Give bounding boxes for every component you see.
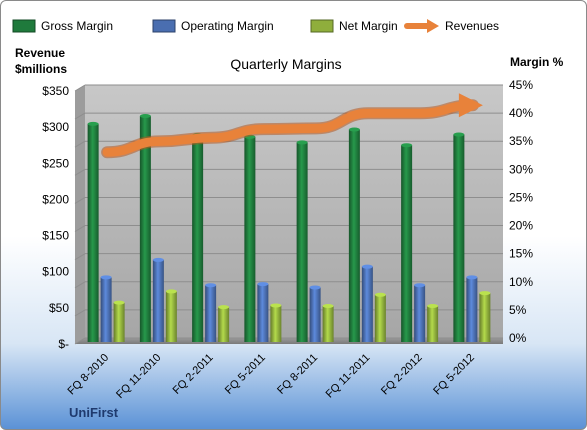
right-tick-label: 45% bbox=[509, 78, 533, 92]
x-tick-label: FQ 5-2012 bbox=[431, 352, 477, 398]
bar-operating-margin bbox=[414, 283, 426, 342]
bar-operating-margin bbox=[152, 257, 164, 342]
gridline-side bbox=[74, 197, 86, 204]
brand-label: UniFirst bbox=[69, 405, 119, 420]
bar-gross-margin bbox=[139, 113, 151, 342]
x-tick-label: FQ 8-2011 bbox=[275, 352, 320, 397]
left-axis-title-line2: $millions bbox=[15, 62, 67, 76]
left-axis-title-line1: Revenue bbox=[15, 46, 65, 60]
gridline-side bbox=[74, 168, 86, 176]
right-tick-label: 5% bbox=[509, 303, 527, 317]
bar-gross-margin bbox=[244, 134, 256, 342]
right-tick-label: 30% bbox=[509, 162, 533, 176]
left-tick-label: $250 bbox=[42, 156, 69, 170]
left-tick-label: $100 bbox=[42, 265, 69, 279]
chart-title: Quarterly Margins bbox=[230, 56, 341, 72]
left-tick-label: $150 bbox=[42, 229, 69, 243]
bar-gross-margin bbox=[87, 121, 99, 342]
gridline-side bbox=[74, 225, 86, 232]
x-tick-label: FQ 11-2011 bbox=[324, 352, 373, 401]
right-axis: 0% 5% 10% 15% 20% 25% 30% 35% 40% 45% bbox=[509, 78, 533, 345]
bar-net-margin bbox=[374, 292, 386, 342]
bar-gross-margin bbox=[453, 132, 465, 342]
legend-item-net-margin: Net Margin bbox=[310, 19, 398, 33]
gridline-side bbox=[74, 309, 86, 317]
bar-net-margin bbox=[113, 300, 125, 342]
gridline-side bbox=[74, 281, 86, 289]
left-axis: $- $50 $100 $150 $200 $250 $300 $350 bbox=[42, 84, 69, 351]
right-tick-label: 40% bbox=[509, 106, 533, 120]
svg-text:Net Margin: Net Margin bbox=[339, 19, 398, 33]
bar-net-margin bbox=[218, 305, 230, 342]
revenues-line bbox=[101, 93, 483, 159]
legend-item-revenues: Revenues bbox=[404, 19, 499, 33]
bar-operating-margin bbox=[205, 283, 217, 342]
right-tick-label: 35% bbox=[509, 134, 533, 148]
legend-item-gross-margin: Gross Margin bbox=[12, 19, 113, 33]
bar-operating-margin bbox=[361, 264, 373, 342]
revenues-arrowhead bbox=[458, 93, 483, 118]
x-tick-label: FQ 2-2011 bbox=[171, 352, 216, 397]
bar-operating-margin bbox=[309, 285, 321, 342]
bar-gross-margin bbox=[296, 140, 308, 342]
x-tick-label: FQ 11-2010 bbox=[114, 352, 163, 401]
right-tick-label: 10% bbox=[509, 275, 533, 289]
x-tick-label: FQ 5-2011 bbox=[223, 352, 268, 397]
bar-net-margin bbox=[270, 303, 282, 342]
right-tick-label: 0% bbox=[509, 331, 527, 345]
x-axis: FQ 8-2010 FQ 11-2010 FQ 2-2011 FQ 5-2011 FQ … bbox=[66, 352, 477, 401]
left-tick-label: $300 bbox=[42, 120, 69, 134]
bar-operating-margin bbox=[466, 275, 478, 342]
gridline-side bbox=[74, 84, 86, 92]
plot-side-wall bbox=[75, 85, 85, 344]
right-tick-label: 20% bbox=[509, 219, 533, 233]
plot-floor bbox=[75, 338, 503, 344]
svg-text:Revenues: Revenues bbox=[445, 19, 499, 33]
right-tick-label: 25% bbox=[509, 190, 533, 204]
bar-net-margin bbox=[322, 304, 334, 342]
x-tick-label: FQ 8-2010 bbox=[66, 352, 112, 398]
gridline-side bbox=[74, 112, 86, 120]
left-tick-label: $200 bbox=[42, 192, 69, 206]
bar-operating-margin bbox=[100, 275, 112, 342]
right-tick-label: 15% bbox=[509, 247, 533, 261]
chart-legend: Gross Margin Operating Margin Net Margin Re… bbox=[12, 19, 499, 33]
gridline-side bbox=[74, 253, 86, 261]
left-tick-label: $350 bbox=[42, 84, 69, 98]
right-axis-title: Margin % bbox=[510, 55, 564, 69]
left-tick-label: $50 bbox=[49, 301, 69, 315]
gridline-side bbox=[74, 337, 86, 345]
gridline-side bbox=[74, 140, 86, 148]
bar-gross-margin bbox=[348, 127, 360, 342]
bar-operating-margin bbox=[257, 282, 269, 342]
svg-text:Operating Margin: Operating Margin bbox=[181, 19, 274, 33]
plot-area bbox=[74, 84, 503, 345]
bar-net-margin bbox=[479, 291, 491, 342]
bar-gross-margin bbox=[192, 133, 204, 342]
legend-item-operating-margin: Operating Margin bbox=[152, 19, 274, 33]
bar-gross-margin bbox=[401, 143, 413, 342]
x-tick-label: FQ 2-2012 bbox=[379, 352, 425, 398]
svg-text:Gross Margin: Gross Margin bbox=[41, 19, 113, 33]
bar-net-margin bbox=[165, 289, 177, 342]
bar-net-margin bbox=[427, 304, 439, 342]
left-tick-label: $- bbox=[58, 337, 69, 351]
